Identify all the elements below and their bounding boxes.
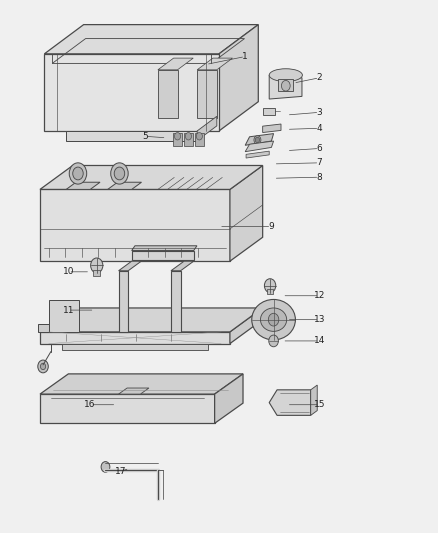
Polygon shape	[195, 133, 204, 146]
Polygon shape	[40, 308, 263, 332]
Circle shape	[91, 258, 103, 273]
Polygon shape	[158, 70, 177, 118]
Circle shape	[255, 138, 260, 143]
Bar	[93, 270, 100, 276]
Circle shape	[69, 163, 87, 184]
Polygon shape	[158, 58, 193, 70]
Text: 6: 6	[317, 144, 322, 153]
Circle shape	[38, 360, 48, 373]
Circle shape	[254, 136, 261, 144]
Text: 2: 2	[317, 73, 322, 82]
Circle shape	[269, 335, 279, 347]
Text: 7: 7	[317, 158, 322, 167]
Polygon shape	[245, 141, 274, 152]
Polygon shape	[171, 271, 180, 332]
Circle shape	[196, 133, 202, 140]
Text: 16: 16	[85, 400, 96, 409]
Polygon shape	[263, 124, 281, 133]
Polygon shape	[119, 388, 149, 394]
Polygon shape	[197, 116, 217, 141]
Text: 5: 5	[142, 132, 148, 141]
Ellipse shape	[269, 69, 302, 82]
Text: 13: 13	[314, 315, 325, 324]
Text: 12: 12	[314, 291, 325, 300]
Polygon shape	[245, 134, 274, 146]
Polygon shape	[66, 131, 197, 141]
Polygon shape	[197, 70, 217, 118]
Ellipse shape	[261, 308, 287, 332]
Polygon shape	[62, 344, 208, 350]
Text: 9: 9	[268, 222, 274, 231]
Ellipse shape	[252, 300, 295, 340]
Polygon shape	[197, 58, 233, 70]
Polygon shape	[269, 390, 311, 415]
Circle shape	[185, 133, 191, 140]
Polygon shape	[40, 374, 243, 394]
Circle shape	[265, 279, 276, 293]
Polygon shape	[311, 385, 317, 415]
Text: 14: 14	[314, 336, 325, 345]
Polygon shape	[173, 133, 182, 146]
Polygon shape	[171, 261, 194, 271]
Polygon shape	[44, 25, 258, 54]
Polygon shape	[132, 246, 197, 251]
Polygon shape	[40, 189, 230, 261]
Circle shape	[73, 167, 83, 180]
Text: 3: 3	[317, 108, 322, 117]
Polygon shape	[215, 374, 243, 423]
Bar	[263, 108, 275, 115]
Circle shape	[268, 313, 279, 326]
Polygon shape	[246, 151, 269, 158]
Polygon shape	[108, 182, 141, 189]
Text: 17: 17	[115, 467, 127, 475]
Polygon shape	[40, 165, 263, 189]
Text: 4: 4	[317, 124, 322, 133]
Circle shape	[40, 364, 46, 369]
Circle shape	[101, 462, 110, 472]
Text: 1: 1	[242, 52, 248, 61]
Polygon shape	[132, 251, 194, 260]
Polygon shape	[38, 324, 64, 332]
Polygon shape	[49, 300, 79, 332]
Polygon shape	[44, 54, 219, 131]
Bar	[267, 289, 273, 294]
Polygon shape	[230, 165, 263, 261]
Polygon shape	[184, 133, 193, 146]
Circle shape	[111, 163, 128, 184]
Polygon shape	[119, 261, 141, 271]
Text: 10: 10	[63, 268, 74, 276]
Polygon shape	[219, 25, 258, 131]
Text: 8: 8	[317, 173, 322, 182]
Polygon shape	[40, 394, 215, 423]
Polygon shape	[40, 332, 230, 344]
Polygon shape	[230, 308, 263, 344]
Polygon shape	[119, 271, 128, 332]
Circle shape	[114, 167, 125, 180]
Text: 11: 11	[63, 305, 74, 314]
Polygon shape	[269, 75, 302, 99]
Bar	[278, 79, 293, 91]
Circle shape	[174, 133, 180, 140]
Text: 15: 15	[314, 400, 325, 409]
Polygon shape	[66, 182, 100, 189]
Circle shape	[282, 80, 290, 91]
